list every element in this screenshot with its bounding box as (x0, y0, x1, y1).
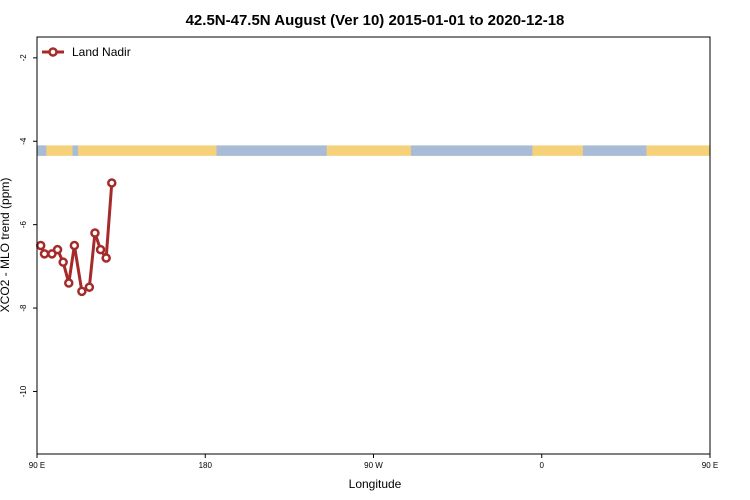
series-0-point-5 (64, 278, 74, 288)
x-tick-label-2: 90 W (364, 461, 383, 470)
x-tick-label-0: 90 E (29, 461, 45, 470)
y-axis: -2 -4 -6 -8 -10 (19, 54, 37, 397)
legend: Land Nadir (42, 45, 131, 59)
x-axis-label: Longitude (349, 477, 402, 491)
y-tick-label-0: -2 (19, 54, 28, 62)
series-0-point-4 (58, 257, 68, 267)
y-tick-label-4: -10 (19, 385, 28, 397)
legend-label-0: Land Nadir (72, 45, 131, 59)
x-axis: 90 E 180 90 W 0 90 E (29, 454, 718, 470)
strip-land (37, 145, 710, 156)
series-0-point-0 (35, 240, 46, 251)
strip-ocean-4 (582, 145, 647, 156)
series-0-point-11 (101, 253, 111, 263)
series-0-point-3 (52, 244, 63, 255)
x-tick-label-4: 90 E (702, 461, 718, 470)
strip-ocean-1 (72, 145, 79, 156)
series-0-point-6 (69, 240, 80, 251)
series-layer (35, 178, 117, 297)
series-0-point-8 (84, 282, 95, 292)
y-axis-label: XCO2 - MLO trend (ppm) (0, 178, 12, 313)
plot-frame (36, 36, 711, 455)
strip-ocean-0 (37, 145, 47, 156)
series-0 (35, 178, 117, 297)
series-0-point-10 (95, 244, 106, 255)
series-0-point-7 (77, 286, 87, 297)
series-0-point-1 (39, 249, 50, 259)
chart-title: 42.5N-47.5N August (Ver 10) 2015-01-01 t… (186, 12, 565, 29)
series-0-point-9 (90, 228, 100, 238)
y-tick-label-3: -8 (19, 304, 28, 312)
series-0-point-12 (107, 178, 117, 188)
series-0-segment-8 (87, 232, 97, 288)
y-tick-label-2: -6 (19, 221, 28, 229)
series-0-segment-6 (72, 245, 84, 292)
land-ocean-strip (37, 145, 710, 156)
series-0-segment-5 (67, 245, 76, 284)
y-tick-label-1: -4 (19, 137, 28, 145)
x-tick-label-1: 180 (199, 461, 213, 470)
strip-ocean-3 (410, 145, 533, 156)
strip-ocean-2 (216, 145, 327, 156)
x-tick-label-3: 0 (540, 461, 545, 470)
legend-marker-0 (48, 47, 58, 57)
series-0-segment-11 (104, 182, 114, 259)
